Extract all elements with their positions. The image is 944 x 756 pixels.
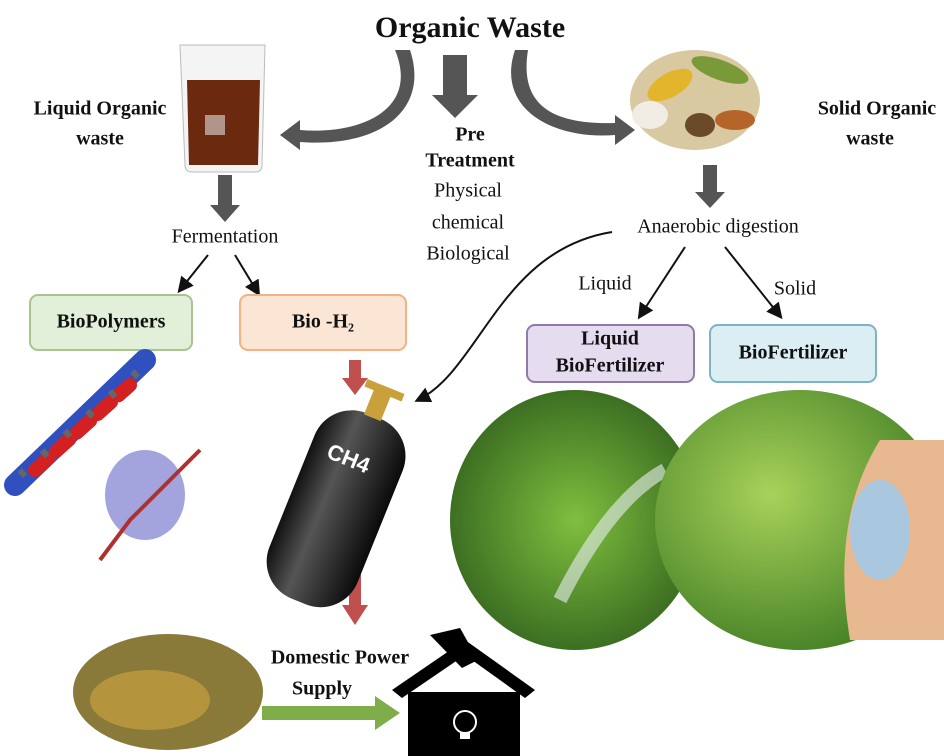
anaerobic: Anaerobic digestion (637, 216, 799, 238)
waste-photo (90, 670, 210, 730)
food-waste (630, 50, 760, 150)
diagram: Organic Waste Liquid Organic waste Solid… (0, 0, 944, 756)
house-icon (392, 628, 535, 756)
molecules (15, 360, 200, 560)
product: BioFertilizer (556, 355, 665, 377)
page: {"title": "Organic Waste", "liquid_sourc… (0, 0, 944, 756)
pretreatment-method: chemical (432, 212, 505, 234)
solid-source: waste (846, 128, 894, 150)
fermentation: Fermentation (172, 226, 279, 248)
branch-label: Solid (774, 278, 816, 300)
arrow (342, 360, 368, 395)
pretreatment-method: Biological (426, 243, 510, 265)
arrow (695, 165, 725, 208)
arrow (262, 696, 400, 730)
beaker (180, 45, 265, 172)
arrow (210, 175, 240, 222)
solid-source: Solid Organic (818, 98, 936, 120)
pretreatment-method: Physical (434, 180, 502, 202)
product: Bio -H₂ (292, 311, 354, 333)
product: Liquid (581, 328, 639, 350)
gas-cylinder (255, 369, 430, 620)
branch-label: Liquid (578, 273, 631, 295)
title: Organic Waste (375, 11, 565, 44)
pretreatment-heading: Treatment (425, 150, 515, 172)
liquid-source: Liquid Organic (34, 98, 167, 120)
liquid-source: waste (76, 128, 124, 150)
photos (450, 390, 944, 650)
product: BioPolymers (57, 311, 166, 333)
product: BioFertilizer (739, 342, 848, 364)
power: Domestic Power (271, 647, 409, 669)
pretreatment-heading: Pre (455, 124, 485, 146)
power: Supply (292, 678, 352, 700)
